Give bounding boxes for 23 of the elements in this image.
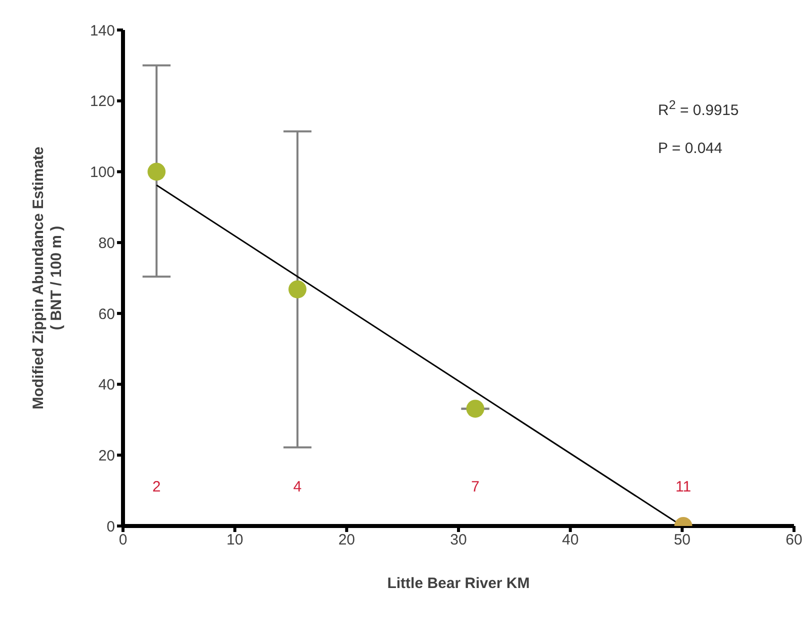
annotation: 2 (152, 478, 161, 496)
annotation: 4 (293, 478, 302, 496)
x-tick-label: 40 (562, 532, 579, 549)
y-tick-label: 80 (98, 234, 115, 252)
y-tick-label: 40 (98, 376, 115, 394)
y-tick-label: 100 (90, 164, 115, 182)
x-tick-label: 60 (786, 532, 802, 549)
y-tick-label: 120 (90, 93, 115, 110)
y-tick-label: 60 (98, 306, 115, 323)
x-tick-label: 20 (338, 532, 356, 549)
annotation: 7 (471, 478, 480, 496)
y-tick-label: 20 (98, 447, 115, 464)
y-tick-label: 0 (106, 518, 115, 536)
x-tick-label: 10 (226, 532, 244, 549)
y-axis-title: Modified Zippin Abundance Estimate ( BNT / 100 m ) (30, 146, 65, 410)
x-tick-label: 50 (674, 532, 691, 549)
x-tick-label: 30 (450, 532, 467, 549)
annotation: 11 (675, 478, 692, 496)
y-tick-label: 140 (90, 22, 115, 40)
x-tick-label: 0 (118, 532, 128, 549)
x-axis-title: Little Bear River KM (387, 575, 530, 592)
annotation: R$^{2}$ = 0.9915 (658, 97, 739, 121)
annotation: P = 0.044 (658, 139, 724, 159)
